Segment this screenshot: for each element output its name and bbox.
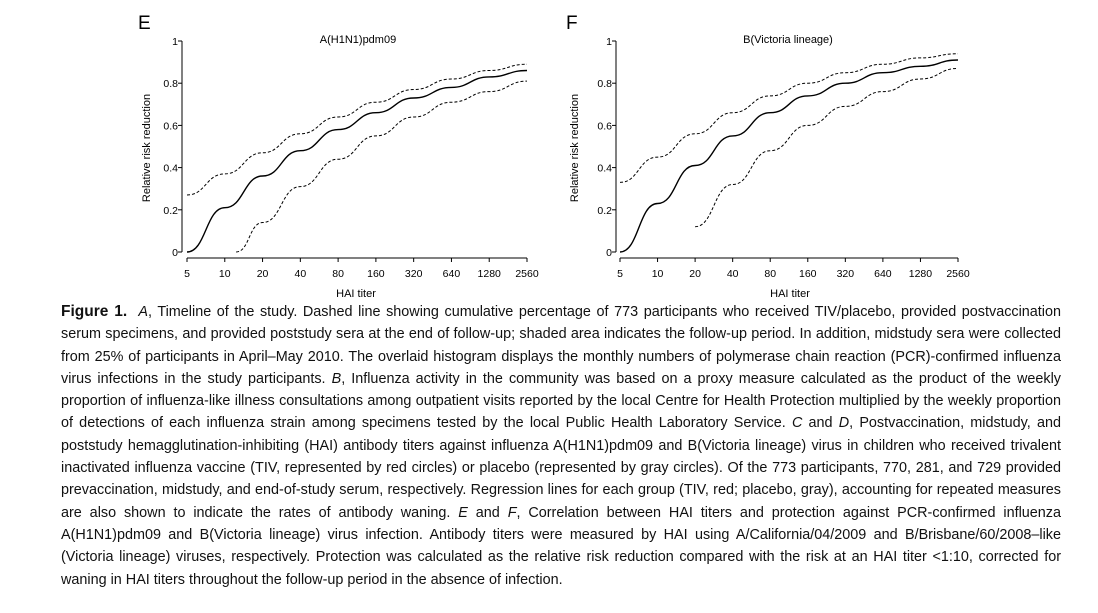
y-tick-label: 0 [172, 247, 178, 259]
caption-text: A [138, 304, 149, 320]
y-tick-label: 0.6 [163, 120, 178, 132]
y-tick-label: 0.2 [597, 205, 612, 217]
confidence-bound-line [186, 63, 528, 196]
figure-panels: E A(H1N1)pdm09 Relative risk reduction H… [138, 13, 970, 300]
confidence-bound-line [619, 53, 959, 183]
confidence-bound-line [235, 80, 528, 253]
x-tick-label: 10 [652, 268, 664, 280]
y-axis-label: Relative risk reduction [141, 94, 153, 202]
x-tick-label: 640 [443, 268, 461, 280]
caption-text: and [802, 415, 839, 432]
caption-text: D [838, 415, 850, 432]
x-tick-label: 10 [219, 268, 231, 280]
x-tick-label: 20 [689, 268, 701, 280]
caption-text: , Correlation between HAI titers and pro… [61, 504, 1062, 588]
panel-f: F B(Victoria lineage) Relative risk redu… [566, 13, 970, 300]
caption-text: F [507, 504, 517, 521]
x-tick-label: 20 [257, 268, 269, 280]
x-tick-label: 80 [764, 268, 776, 280]
x-axis-label: HAI titer [336, 288, 376, 300]
x-axis-label: HAI titer [770, 288, 810, 300]
plot-lines [619, 53, 959, 253]
axes: 0 0.2 0.4 0.6 0.8 1 5 10 20 40 80 160 320 640 1280 2560 [163, 36, 538, 280]
x-tick-label: 160 [367, 268, 385, 280]
panel-letter: E [138, 13, 151, 34]
y-tick-label: 0.2 [163, 205, 178, 217]
plot-lines [186, 63, 528, 253]
y-tick-label: 1 [606, 36, 612, 48]
x-tick-label: 40 [727, 268, 739, 280]
x-tick-label: 2560 [946, 268, 970, 280]
x-tick-label: 1280 [478, 268, 502, 280]
panel-title: B(Victoria lineage) [743, 34, 833, 46]
caption-text: B [331, 370, 342, 387]
y-tick-label: 0.4 [597, 163, 612, 175]
x-tick-label: 1280 [909, 268, 933, 280]
axes: 0 0.2 0.4 0.6 0.8 1 5 10 20 40 80 160 320 640 1280 2560 [597, 36, 969, 280]
x-tick-label: 40 [294, 268, 306, 280]
caption-text: , Influenza activity in the community wa… [61, 370, 1061, 432]
estimate-line [186, 69, 528, 253]
y-tick-label: 0 [606, 247, 612, 259]
x-tick-label: 640 [874, 268, 892, 280]
estimate-line [619, 59, 959, 253]
panel-title: A(H1N1)pdm09 [320, 34, 396, 46]
caption-text: and [467, 504, 508, 521]
x-tick-label: 80 [332, 268, 344, 280]
x-tick-label: 5 [184, 268, 190, 280]
x-tick-label: 160 [799, 268, 817, 280]
confidence-bound-line [695, 67, 959, 228]
y-tick-label: 0.8 [597, 78, 612, 90]
caption-label: Figure 1. [61, 303, 128, 320]
panel-e: E A(H1N1)pdm09 Relative risk reduction H… [138, 13, 539, 300]
x-tick-label: 320 [405, 268, 423, 280]
y-tick-label: 0.8 [163, 78, 178, 90]
x-tick-label: 5 [617, 268, 623, 280]
x-tick-label: 2560 [515, 268, 539, 280]
y-tick-label: 0.4 [163, 163, 178, 175]
caption-text: E [458, 504, 468, 521]
y-tick-label: 1 [172, 36, 178, 48]
y-tick-label: 0.6 [597, 120, 612, 132]
panel-letter: F [566, 13, 578, 34]
caption-text: , Postvaccination, midstudy, and poststu… [61, 415, 1062, 521]
y-axis-label: Relative risk reduction [569, 94, 581, 202]
figure-caption: Figure 1. A, Timeline of the study. Dash… [61, 301, 1061, 591]
caption-text: C [791, 415, 803, 432]
x-tick-label: 320 [837, 268, 855, 280]
caption-text: , Timeline of the study. Dashed line sho… [61, 304, 1061, 387]
